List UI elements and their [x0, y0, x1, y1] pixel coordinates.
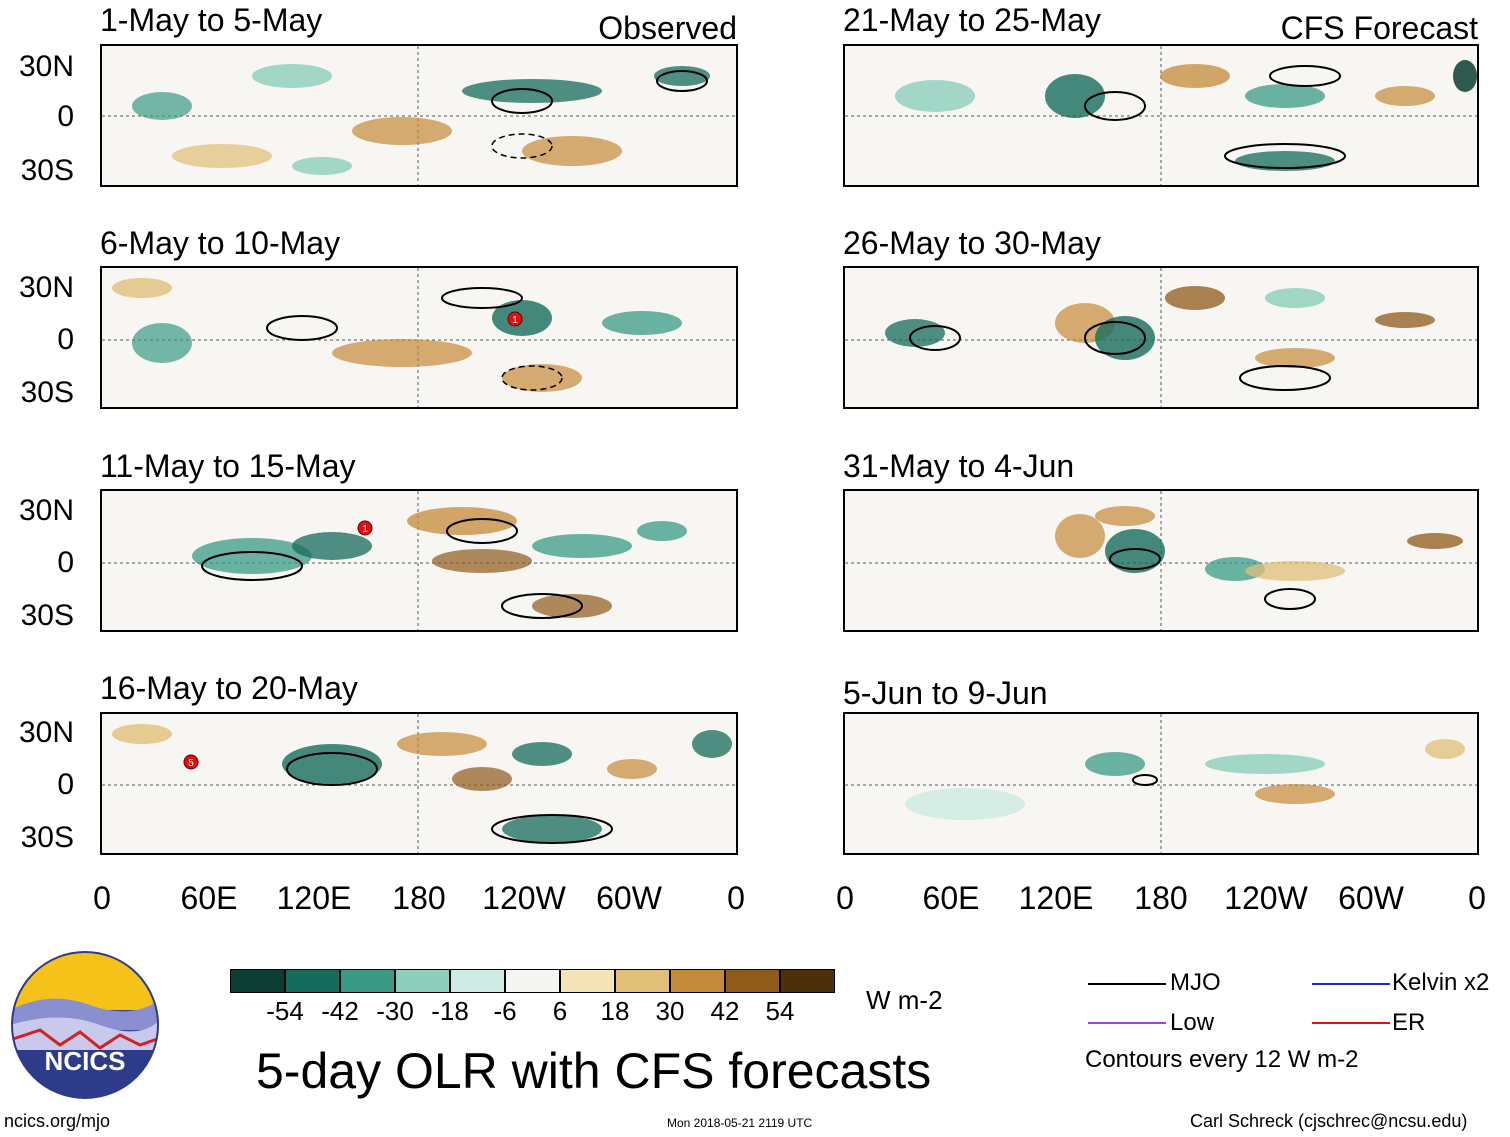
panel-title: 1-May to 5-May — [100, 2, 323, 38]
lon-label: 60W — [1338, 880, 1404, 916]
olr-anomaly-map — [845, 714, 1477, 853]
lon-label: 0 — [1468, 880, 1486, 916]
observed-column-header: Observed — [598, 10, 737, 46]
lon-label: 180 — [392, 880, 446, 916]
colorbar-swatch — [615, 969, 670, 993]
colorbar-swatch — [230, 969, 285, 993]
colorbar-swatch — [450, 969, 505, 993]
olr-anomaly-map: 1 — [102, 268, 736, 407]
legend-swatch-mjo — [1088, 983, 1166, 985]
legend-label-er: ER — [1392, 1009, 1426, 1036]
colorbar-swatch — [395, 969, 450, 993]
lon-label: 120W — [1224, 880, 1308, 916]
colorbar-swatch — [780, 969, 835, 993]
olr-map-panel: 1 — [100, 489, 738, 632]
colorbar-labels: -54 -42 -30 -18 -6 6 18 30 42 54 — [230, 996, 835, 1026]
lat-label-30s: 30S — [20, 376, 74, 409]
colorbar-swatch — [725, 969, 780, 993]
legend-label-low: Low — [1170, 1009, 1215, 1036]
olr-anomaly-map — [102, 46, 736, 185]
lat-label-eq: 0 — [57, 323, 74, 356]
legend-label-kelvin: Kelvin x2 — [1392, 969, 1490, 996]
lat-label-30s: 30S — [20, 599, 74, 632]
colorbar-swatch — [505, 969, 560, 993]
olr-anomaly-map — [845, 491, 1477, 630]
panel-title: 26-May to 30-May — [843, 225, 1101, 261]
lat-label-30n: 30N — [18, 50, 74, 83]
legend-label-mjo: MJO — [1170, 969, 1221, 996]
colorbar-tick-label: -30 — [376, 996, 414, 1026]
olr-map-panel — [843, 712, 1479, 855]
ncics-logo: NCICS — [10, 950, 160, 1100]
footer-url[interactable]: ncics.org/mjo — [4, 1111, 111, 1131]
colorbar-tick-label: -6 — [493, 996, 517, 1026]
colorbar-tick-label: 54 — [765, 996, 795, 1026]
olr-map-panel — [100, 44, 738, 187]
footer-credit: Carl Schreck (cjschrec@ncsu.edu) — [1190, 1111, 1468, 1131]
main-title: 5-day OLR with CFS forecasts — [256, 1043, 932, 1099]
lat-label-30n: 30N — [18, 716, 74, 749]
legend-swatch-kelvin — [1312, 983, 1390, 985]
forecast-column-header: CFS Forecast — [1280, 10, 1478, 46]
lat-label-30s: 30S — [20, 154, 74, 187]
colorbar-swatch — [340, 969, 395, 993]
lon-label: 120E — [276, 880, 352, 916]
colorbar-tick-label: 6 — [552, 996, 568, 1026]
panel-title: 16-May to 20-May — [100, 670, 358, 706]
panel-title: 6-May to 10-May — [100, 225, 341, 261]
lon-label: 120W — [482, 880, 566, 916]
lon-label: 0 — [836, 880, 854, 916]
colorbar-tick-label: -18 — [431, 996, 469, 1026]
lat-label-30n: 30N — [18, 271, 74, 304]
lat-label-eq: 0 — [57, 768, 74, 801]
colorbar-tick-label: -54 — [266, 996, 304, 1026]
lon-label: 60E — [922, 880, 980, 916]
olr-map-panel — [843, 44, 1479, 187]
olr-map-panel: 5 — [100, 712, 738, 855]
colorbar-swatch — [560, 969, 615, 993]
colorbar-units: W m-2 — [866, 985, 943, 1015]
legend-note: Contours every 12 W m-2 — [1085, 1046, 1359, 1073]
lon-label: 120E — [1018, 880, 1094, 916]
panel-title: 11-May to 15-May — [100, 448, 356, 484]
olr-map-panel: 1 — [100, 266, 738, 409]
storm-marker: 1 — [507, 311, 523, 327]
lat-label-30s: 30S — [20, 821, 74, 854]
lon-label: 60E — [180, 880, 238, 916]
olr-anomaly-map: 5 — [102, 714, 736, 853]
colorbar-tick-label: 42 — [710, 996, 740, 1026]
colorbar-swatch — [285, 969, 340, 993]
colorbar-swatch — [670, 969, 725, 993]
panel-title: 5-Jun to 9-Jun — [843, 675, 1048, 711]
colorbar-tick-label: -42 — [321, 996, 359, 1026]
colorbar-tick-label: 30 — [655, 996, 685, 1026]
lat-label-eq: 0 — [57, 546, 74, 579]
lon-label: 60W — [596, 880, 662, 916]
storm-marker-label: 1 — [512, 315, 518, 326]
olr-anomaly-map — [845, 268, 1477, 407]
legend-swatch-low — [1088, 1022, 1166, 1024]
storm-marker: 1 — [357, 520, 373, 536]
lat-label-eq: 0 — [57, 100, 74, 133]
logo-text: NCICS — [45, 1046, 126, 1076]
legend-swatch-er — [1312, 1022, 1390, 1024]
colorbar — [230, 969, 835, 993]
storm-marker-label: 5 — [188, 758, 194, 769]
colorbar-tick-label: 18 — [600, 996, 630, 1026]
olr-map-panel — [843, 266, 1479, 409]
lon-label: 0 — [727, 880, 745, 916]
olr-map-panel — [843, 489, 1479, 632]
olr-anomaly-map: 1 — [102, 491, 736, 630]
lat-label-30n: 30N — [18, 494, 74, 527]
storm-marker: 5 — [183, 754, 199, 770]
storm-marker-label: 1 — [362, 524, 368, 535]
lon-label: 180 — [1134, 880, 1188, 916]
olr-anomaly-map — [845, 46, 1477, 185]
panel-title: 21-May to 25-May — [843, 2, 1101, 38]
footer-timestamp: Mon 2018-05-21 2119 UTC — [667, 1116, 813, 1130]
lon-label: 0 — [93, 880, 111, 916]
panel-title: 31-May to 4-Jun — [843, 448, 1075, 484]
